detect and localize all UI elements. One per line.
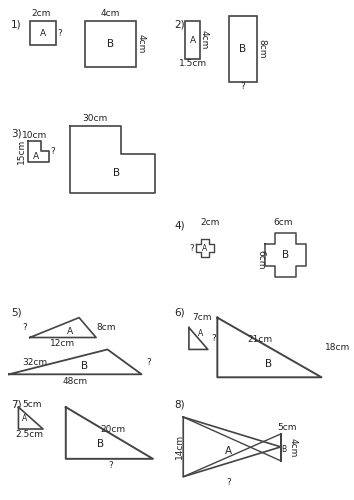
Text: ?: ? — [58, 28, 63, 38]
Text: 2.5cm: 2.5cm — [16, 430, 44, 440]
Text: 18cm: 18cm — [325, 343, 350, 352]
Text: 4cm: 4cm — [101, 9, 120, 18]
Text: B: B — [113, 168, 120, 178]
Text: A: A — [40, 28, 46, 38]
Bar — [85, 22, 136, 67]
Text: B: B — [97, 439, 104, 449]
Text: ?: ? — [189, 244, 194, 252]
Polygon shape — [183, 417, 281, 476]
Text: B: B — [265, 360, 272, 370]
Text: 1): 1) — [11, 20, 22, 30]
Polygon shape — [30, 318, 96, 338]
Text: 1.5cm: 1.5cm — [179, 58, 207, 68]
Text: 7): 7) — [11, 399, 22, 409]
Polygon shape — [66, 407, 153, 459]
Text: ?: ? — [108, 462, 113, 470]
Text: A: A — [190, 36, 196, 44]
Text: 4cm: 4cm — [136, 34, 145, 54]
Text: 32cm: 32cm — [22, 358, 47, 367]
Text: 20cm: 20cm — [101, 424, 126, 434]
Polygon shape — [9, 350, 142, 374]
Text: 12cm: 12cm — [50, 339, 75, 348]
Text: 5cm: 5cm — [22, 400, 41, 408]
Text: 2cm: 2cm — [32, 9, 51, 18]
Text: ?: ? — [146, 358, 151, 367]
Text: A: A — [33, 152, 40, 161]
Text: B: B — [239, 44, 246, 54]
Polygon shape — [18, 407, 43, 429]
Text: ?: ? — [50, 147, 55, 156]
Text: 4cm: 4cm — [289, 438, 298, 458]
Text: B: B — [282, 250, 289, 260]
Text: 5): 5) — [11, 308, 22, 318]
Text: 8cm: 8cm — [96, 323, 116, 332]
Text: 10cm: 10cm — [22, 131, 47, 140]
Text: ?: ? — [212, 334, 216, 343]
Text: B: B — [81, 362, 88, 372]
Text: 2): 2) — [175, 20, 185, 30]
Text: ?: ? — [23, 323, 28, 332]
Text: ?: ? — [240, 82, 245, 92]
Text: B: B — [281, 446, 286, 454]
Text: A: A — [202, 244, 208, 252]
Text: 48cm: 48cm — [63, 377, 88, 386]
Polygon shape — [196, 239, 213, 257]
Text: 7cm: 7cm — [193, 313, 212, 322]
Text: 6cm: 6cm — [274, 218, 293, 226]
Text: 15cm: 15cm — [17, 139, 26, 164]
Bar — [185, 22, 200, 59]
Polygon shape — [189, 328, 208, 349]
Text: 8cm: 8cm — [257, 40, 266, 59]
Text: 8): 8) — [175, 399, 185, 409]
Text: A: A — [225, 446, 232, 456]
Text: 30cm: 30cm — [82, 114, 108, 123]
Bar — [30, 22, 56, 45]
Text: B: B — [107, 39, 114, 49]
Polygon shape — [265, 233, 306, 277]
Text: 6cm: 6cm — [256, 250, 266, 270]
Polygon shape — [28, 140, 49, 162]
Text: 4): 4) — [175, 220, 185, 230]
Text: 2cm: 2cm — [200, 218, 219, 226]
Text: 21cm: 21cm — [247, 335, 273, 344]
Bar — [229, 16, 257, 82]
Polygon shape — [70, 126, 155, 194]
Text: 5cm: 5cm — [278, 422, 297, 432]
Text: 4cm: 4cm — [200, 30, 209, 50]
Text: 6): 6) — [175, 308, 185, 318]
Text: A: A — [22, 414, 27, 422]
Text: ?: ? — [226, 478, 231, 487]
Text: 14cm: 14cm — [175, 434, 184, 460]
Text: A: A — [198, 329, 203, 338]
Text: A: A — [67, 327, 73, 336]
Text: 3): 3) — [11, 128, 22, 138]
Polygon shape — [217, 318, 321, 378]
